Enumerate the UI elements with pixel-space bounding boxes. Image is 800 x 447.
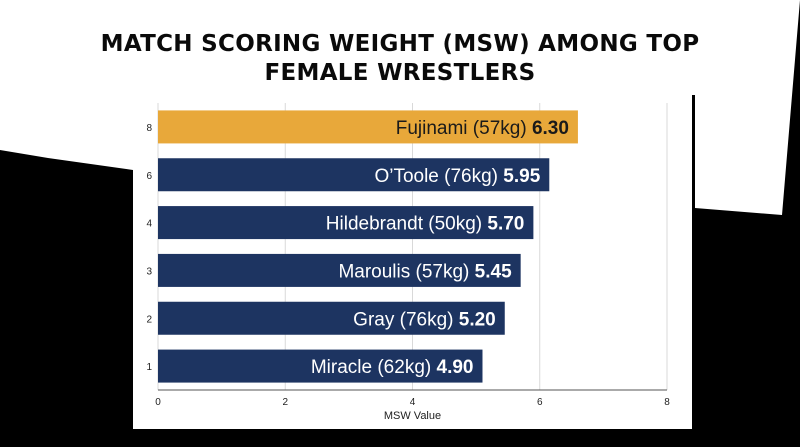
- chart-title-line-2: FEMALE WRESTLERS: [264, 60, 536, 86]
- x-tick-label-3: 6: [537, 397, 543, 408]
- x-axis-title: MSW Value: [384, 410, 441, 422]
- chart-title: MATCH SCORING WEIGHT (MSW) AMONG TOP FEM…: [80, 30, 720, 88]
- x-tick-label-4: 8: [664, 397, 670, 408]
- bar-value-4: 5.70: [487, 214, 524, 235]
- bar-value-1: 4.90: [437, 357, 474, 378]
- bar-value-3: 5.45: [475, 261, 512, 282]
- bar-label-1: Miracle (62kg) 4.90: [311, 357, 474, 378]
- bar-1: [158, 349, 483, 383]
- chart-title-line-1: MATCH SCORING WEIGHT (MSW) AMONG TOP: [100, 31, 700, 57]
- bar-8: [158, 110, 578, 144]
- bar-6: [158, 158, 550, 192]
- bar-value-6: 5.95: [503, 166, 540, 187]
- bar-2: [158, 301, 505, 335]
- bar-label-2: Gray (76kg) 5.20: [353, 309, 496, 330]
- bar-value-2: 5.20: [459, 309, 496, 330]
- rank-label-2: 2: [146, 314, 152, 325]
- x-tick-label-1: 2: [282, 397, 288, 408]
- bar-name-3: Maroulis (57kg): [338, 261, 474, 282]
- bar-label-4: Hildebrandt (50kg) 5.70: [326, 214, 525, 235]
- rank-label-6: 6: [146, 171, 152, 182]
- chart-panel: 8 Fujinami (57kg) 6.30 6 O’Toole (76kg) 5.9…: [133, 95, 692, 429]
- bar-3: [158, 253, 521, 287]
- bar-value-8: 6.30: [532, 118, 569, 139]
- bar-name-2: Gray (76kg): [353, 309, 459, 330]
- x-tick-label-2: 4: [410, 397, 416, 408]
- bar-name-6: O’Toole (76kg): [374, 166, 503, 187]
- bar-name-8: Fujinami (57kg): [396, 118, 532, 139]
- rank-label-1: 1: [146, 362, 152, 373]
- rank-label-8: 8: [146, 123, 152, 134]
- bar-label-3: Maroulis (57kg) 5.45: [338, 261, 512, 282]
- bar-name-1: Miracle (62kg): [311, 357, 437, 378]
- bar-chart: 8 Fujinami (57kg) 6.30 6 O’Toole (76kg) 5.9…: [146, 103, 670, 422]
- rank-label-3: 3: [146, 266, 152, 277]
- rank-label-4: 4: [146, 219, 152, 230]
- bar-label-6: O’Toole (76kg) 5.95: [374, 166, 540, 187]
- x-tick-label-0: 0: [155, 397, 161, 408]
- bar-4: [158, 206, 534, 240]
- bar-label-8: Fujinami (57kg) 6.30: [396, 118, 569, 139]
- bar-name-4: Hildebrandt (50kg): [326, 214, 488, 235]
